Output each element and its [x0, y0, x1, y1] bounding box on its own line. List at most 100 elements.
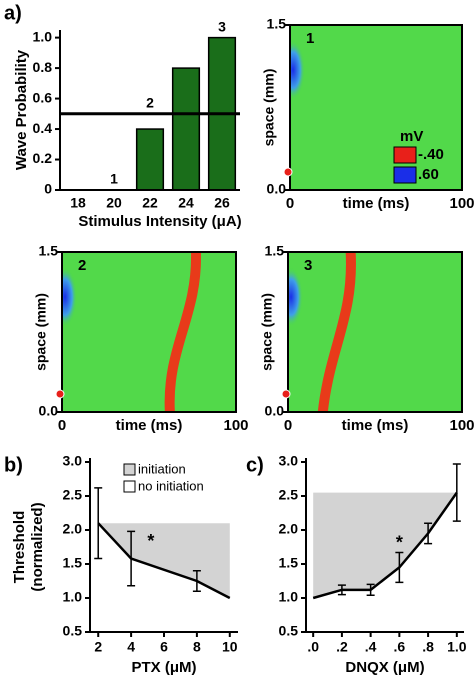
x-tick-label: 20 — [106, 195, 122, 211]
legend-label: no initiation — [138, 478, 204, 493]
y-tick-label: 0.8 — [33, 59, 53, 75]
line — [312, 491, 458, 600]
x-tick-label: 26 — [214, 195, 230, 211]
y-tick-label: 1.5 — [267, 16, 287, 32]
bar — [171, 67, 201, 191]
y-tick-label: 0.4 — [33, 120, 53, 136]
frame — [61, 251, 237, 413]
y-tick-label: 0.6 — [33, 89, 53, 105]
y-axis-title: space (mm) — [33, 293, 49, 371]
heatmap-background — [290, 25, 462, 190]
legend-label: -.40 — [418, 146, 444, 163]
legend-title: mV — [400, 128, 423, 145]
legend-swatch — [123, 463, 136, 476]
y-tick-label: 0.0 — [267, 181, 287, 197]
y-tick-label: 3.0 — [279, 453, 299, 469]
x-tick-label: 10 — [222, 639, 238, 655]
frame — [289, 24, 463, 191]
y-tick-label: 2.5 — [279, 487, 299, 503]
heatmap-blob — [290, 40, 305, 100]
x-axis-title: Stimulus Intensity (μA) — [78, 213, 241, 230]
annotation: * — [396, 532, 403, 552]
heatmap-background — [62, 252, 236, 412]
x-tick-label: .2 — [336, 639, 348, 655]
x-tick-label: 1.0 — [447, 639, 467, 655]
x-tick-label: 100 — [449, 195, 474, 212]
x-tick-label: 100 — [449, 417, 474, 434]
y-axis-title: (normalized) — [29, 502, 46, 591]
y-tick-label: 0.2 — [33, 150, 53, 166]
x-tick-label: 100 — [223, 417, 248, 434]
x-tick-label: 0 — [58, 417, 66, 434]
wave-stripe — [164, 252, 201, 412]
heatmap-blob — [62, 267, 77, 327]
error-bar — [366, 583, 375, 597]
x-tick-label: 0 — [286, 195, 294, 212]
axes — [89, 458, 238, 633]
heatmap-background — [288, 252, 462, 412]
y-tick-label: 1.5 — [63, 555, 83, 571]
legend-label: initiation — [138, 461, 186, 476]
legend-swatch — [123, 480, 136, 493]
y-tick-label: 0.0 — [39, 403, 59, 419]
panel-number: 3 — [304, 257, 312, 274]
x-axis-title: PTX (μM) — [131, 659, 196, 676]
y-tick-label: 3.0 — [63, 453, 83, 469]
legend-swatch — [393, 166, 417, 184]
heatmap — [61, 251, 237, 413]
y-tick-label: 0.5 — [279, 623, 299, 639]
y-tick-label: 1.5 — [279, 555, 299, 571]
x-tick-label: 0 — [284, 417, 292, 434]
x-tick-label: 8 — [193, 639, 201, 655]
frame — [287, 251, 463, 413]
y-axis-title: Threshold — [11, 511, 28, 584]
annotation: 1 — [110, 171, 118, 187]
heatmap — [287, 251, 463, 413]
error-bar — [395, 551, 404, 584]
stim-site — [283, 167, 293, 177]
legend-label: .60 — [418, 166, 439, 183]
y-tick-label: 1.5 — [39, 243, 59, 259]
y-tick-label: 2.0 — [63, 521, 83, 537]
line — [97, 522, 231, 600]
y-axis-title: space (mm) — [261, 69, 277, 147]
wave-stripe — [317, 252, 356, 412]
x-tick-label: 18 — [70, 195, 86, 211]
stim-site — [55, 389, 65, 399]
x-tick-label: 2 — [94, 639, 102, 655]
heatmap-blob — [288, 267, 303, 327]
panel-number: 1 — [306, 30, 314, 47]
x-axis-title: time (ms) — [343, 195, 410, 212]
y-tick-label: 1.0 — [63, 589, 83, 605]
axes — [305, 458, 464, 633]
y-tick-label: 2.5 — [63, 487, 83, 503]
error-bar — [452, 463, 461, 522]
error-bar — [94, 487, 103, 560]
shaded-region — [313, 492, 457, 598]
axes — [59, 30, 240, 191]
x-axis-title: time (ms) — [342, 417, 409, 434]
heatmap-image — [290, 25, 462, 190]
heatmap-image — [62, 252, 236, 412]
error-bar — [424, 522, 433, 545]
y-tick-label: 2.0 — [279, 521, 299, 537]
x-axis-title: DNQX (μM) — [345, 659, 424, 676]
x-tick-label: 4 — [127, 639, 135, 655]
heatmap-image — [288, 252, 462, 412]
stim-site — [281, 389, 291, 399]
x-tick-label: .4 — [365, 639, 377, 655]
error-bar — [192, 570, 201, 592]
y-tick-label: 0.0 — [265, 403, 285, 419]
panel-label: c) — [246, 454, 264, 476]
y-tick-label: 0 — [44, 181, 52, 197]
panel-number: 2 — [78, 257, 86, 274]
bar — [135, 128, 165, 191]
y-tick-label: 1.0 — [33, 28, 53, 44]
annotation: 3 — [218, 18, 226, 34]
annotation: 2 — [146, 95, 154, 111]
heatmap — [289, 24, 463, 191]
x-tick-label: .0 — [307, 639, 319, 655]
annotation: * — [147, 531, 154, 551]
x-tick-label: .6 — [394, 639, 406, 655]
